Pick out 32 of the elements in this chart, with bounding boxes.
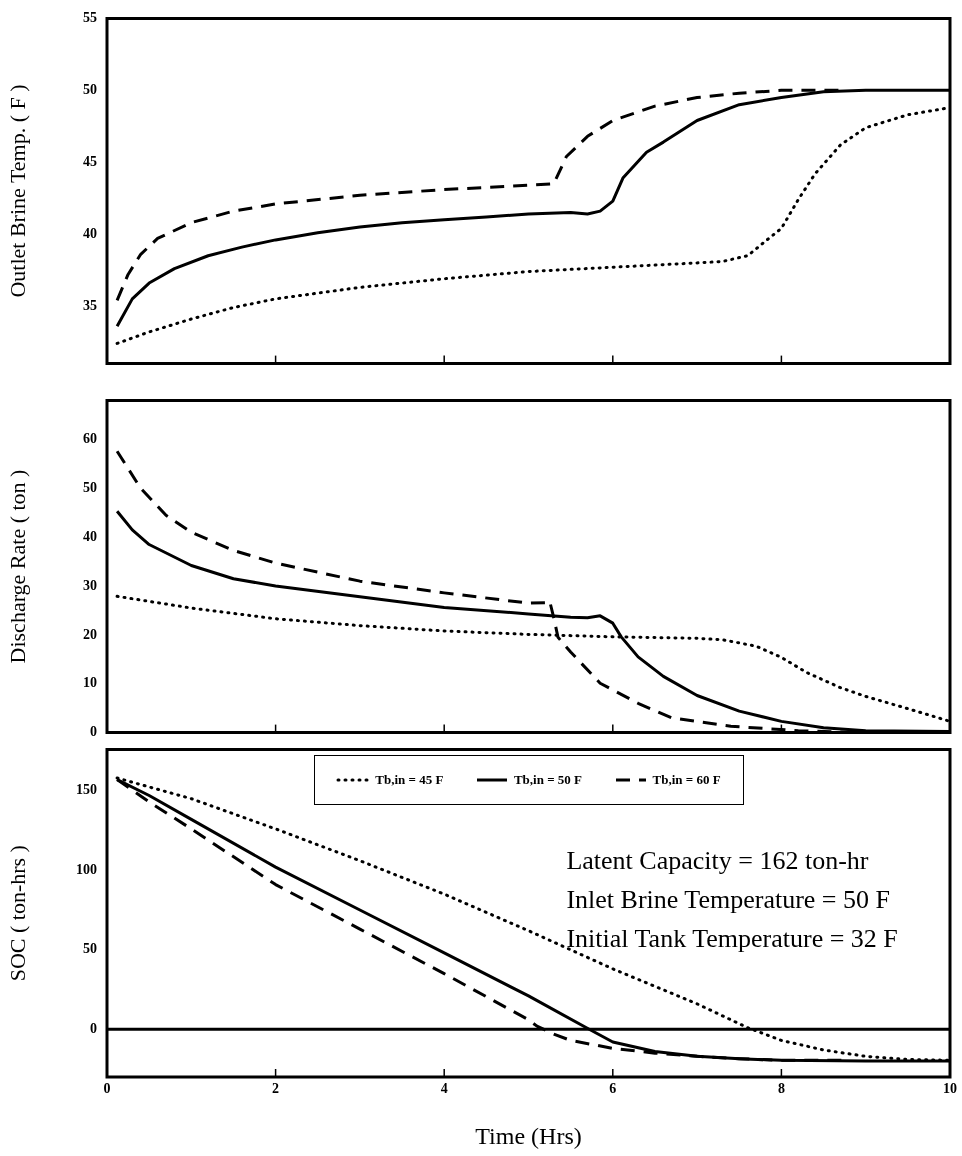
- y-tick-label: 20: [83, 626, 97, 642]
- x-tick-label: 10: [943, 1081, 957, 1097]
- x-tick-label: 6: [609, 1081, 617, 1097]
- y-tick-label: 0: [90, 1020, 97, 1036]
- y-tick-label: 40: [83, 225, 97, 241]
- y-tick-label: 60: [83, 431, 97, 447]
- y-tick-label: 50: [83, 479, 97, 495]
- y-tick-label: 0: [90, 724, 97, 740]
- x-tick-label: 0: [103, 1081, 111, 1097]
- y-tick-label: 40: [83, 528, 97, 544]
- annotation: Inlet Brine Temperature = 50 F: [566, 884, 891, 917]
- y-tick-label: 55: [83, 10, 97, 26]
- annotation: Initial Tank Temperature = 32 F: [566, 923, 898, 956]
- y-axis-title: Outlet Brine Temp. ( F ): [4, 84, 30, 298]
- y-axis-title: SOC ( ton-hrs ): [4, 845, 30, 982]
- x-axis-title: Time (Hrs): [475, 1122, 582, 1149]
- y-tick-label: 35: [83, 297, 97, 313]
- y-tick-label: 100: [76, 861, 97, 877]
- y-tick-label: 50: [83, 81, 97, 97]
- legend-label: Tb,in = 50 F: [513, 772, 583, 789]
- annotation: Latent Capacity = 162 ton-hr: [566, 845, 870, 878]
- y-tick-label: 10: [83, 675, 97, 691]
- x-tick-label: 2: [272, 1081, 280, 1097]
- y-axis-title: Discharge Rate ( ton ): [4, 469, 30, 664]
- y-tick-label: 150: [76, 782, 97, 798]
- y-tick-label: 45: [83, 153, 97, 169]
- legend-label: Tb,in = 60 F: [652, 772, 721, 789]
- x-tick-label: 4: [440, 1081, 448, 1097]
- legend-label: Tb,in = 45 F: [375, 772, 444, 789]
- y-tick-label: 30: [83, 577, 97, 593]
- y-tick-label: 50: [83, 941, 97, 957]
- x-tick-label: 8: [777, 1081, 785, 1097]
